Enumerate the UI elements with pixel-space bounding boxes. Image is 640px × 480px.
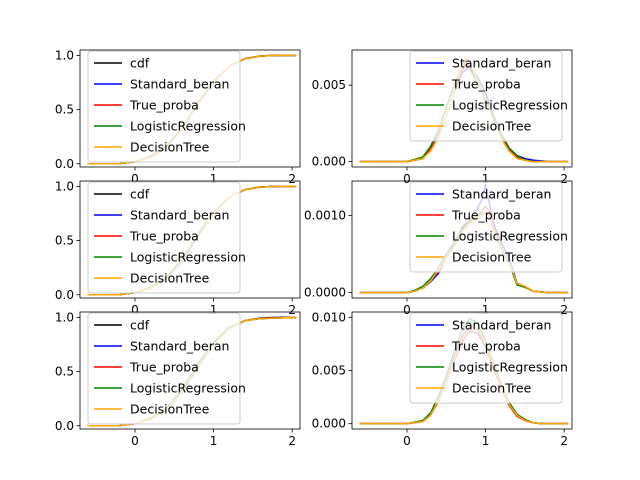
axes-frame (351, 49, 573, 168)
x-tick-label: 1 (210, 172, 218, 186)
subplot-r1-c2: 0 1 2 0.000 0.005 Standard_beran True_proba Log… (312, 49, 573, 186)
legend-label: LogisticRegression (452, 229, 568, 244)
legend-label: DecisionTree (452, 250, 532, 265)
legend-label: LogisticRegression (130, 119, 246, 134)
legend-label: LogisticRegression (130, 250, 246, 265)
legend: cdf Standard_beran True_proba LogisticRegre… (87, 50, 246, 163)
x-tick-label: 1 (482, 172, 490, 186)
x-tick-label: 1 (482, 303, 490, 317)
x-tick-label: 0 (131, 303, 139, 317)
legend-label: Standard_beran (130, 339, 229, 354)
axes-frame (79, 180, 301, 299)
legend-label: LogisticRegression (452, 98, 568, 113)
y-tick-label: 0.5 (55, 365, 74, 379)
x-tick-label: 0 (403, 434, 411, 448)
axes-frame (79, 311, 301, 430)
x-tick-label: 1 (482, 434, 490, 448)
subplot-r1-c1: 0 1 2 0.0 0.5 1.0 cdf Standard_beran True_proba L… (55, 48, 301, 186)
legend-label: DecisionTree (130, 402, 210, 417)
legend-label: LogisticRegression (130, 381, 246, 396)
y-tick-label: 0.0 (55, 288, 74, 302)
axes-frame (79, 49, 301, 168)
legend-box (87, 181, 241, 294)
legend-label: DecisionTree (452, 119, 532, 134)
legend-label: Standard_beran (452, 56, 551, 71)
legend-label: Standard_beran (452, 187, 551, 202)
legend: cdf Standard_beran True_proba LogisticRegre… (87, 181, 246, 294)
legend-label: True_proba (451, 339, 521, 354)
legend-box (87, 50, 241, 163)
y-tick-label: 0.000 (312, 155, 346, 169)
y-tick-label: 0.005 (312, 78, 346, 92)
legend-label: True_proba (451, 77, 521, 92)
legend-box (409, 181, 563, 273)
y-tick-label: 1.0 (55, 179, 74, 193)
legend-box (409, 50, 563, 142)
x-tick-label: 0 (131, 434, 139, 448)
y-tick-label: 0.5 (55, 103, 74, 117)
y-tick-label: 0.0000 (304, 286, 346, 300)
subplot-r3-c1: 0 1 2 0.0 0.5 1.0 cdf Standard_beran True_proba L… (55, 310, 301, 448)
y-tick-label: 0.005 (312, 364, 346, 378)
legend: cdf Standard_beran True_proba LogisticRegre… (87, 312, 246, 425)
legend-label: True_proba (129, 98, 199, 113)
subplot-r3-c2: 0 1 2 0.000 0.005 0.010 Standard_beran True_pro… (312, 310, 573, 448)
y-tick-label: 0.0 (55, 157, 74, 171)
legend: Standard_beran True_proba LogisticRegressi… (409, 181, 568, 273)
y-tick-label: 0.0 (55, 419, 74, 433)
x-tick-label: 2 (288, 303, 296, 317)
x-tick-label: 2 (288, 434, 296, 448)
legend-box (409, 312, 563, 404)
legend-label: cdf (130, 318, 150, 333)
y-tick-label: 0.5 (55, 234, 74, 248)
subplot-r2-c2: 0 1 2 0.0000 0.0010 Standard_beran True_proba L… (304, 180, 573, 317)
legend-label: True_proba (451, 208, 521, 223)
legend-label: Standard_beran (130, 208, 229, 223)
legend-label: LogisticRegression (452, 360, 568, 375)
x-tick-label: 0 (403, 172, 411, 186)
legend-box (87, 312, 241, 425)
legend-label: cdf (130, 187, 150, 202)
legend-label: DecisionTree (452, 381, 532, 396)
subplot-r2-c1: 0 1 2 0.0 0.5 1.0 cdf Standard_beran True_proba L… (55, 179, 301, 317)
x-tick-label: 2 (560, 172, 568, 186)
x-tick-label: 0 (131, 172, 139, 186)
legend-label: cdf (130, 56, 150, 71)
legend-label: Standard_beran (130, 77, 229, 92)
x-tick-label: 1 (210, 303, 218, 317)
x-tick-label: 0 (403, 303, 411, 317)
x-tick-label: 2 (560, 303, 568, 317)
x-tick-label: 2 (288, 172, 296, 186)
axes-frame (351, 180, 573, 299)
legend-label: True_proba (129, 229, 199, 244)
y-tick-label: 0.010 (312, 310, 346, 324)
legend-label: DecisionTree (130, 271, 210, 286)
y-tick-label: 0.000 (312, 417, 346, 431)
legend: Standard_beran True_proba LogisticRegressi… (409, 50, 568, 142)
legend-label: DecisionTree (130, 140, 210, 155)
y-tick-label: 1.0 (55, 48, 74, 62)
x-tick-label: 1 (210, 434, 218, 448)
legend: Standard_beran True_proba LogisticRegressi… (409, 312, 568, 404)
y-tick-label: 1.0 (55, 310, 74, 324)
legend-label: Standard_beran (452, 318, 551, 333)
legend-label: True_proba (129, 360, 199, 375)
x-tick-label: 2 (560, 434, 568, 448)
y-tick-label: 0.0010 (304, 209, 346, 223)
